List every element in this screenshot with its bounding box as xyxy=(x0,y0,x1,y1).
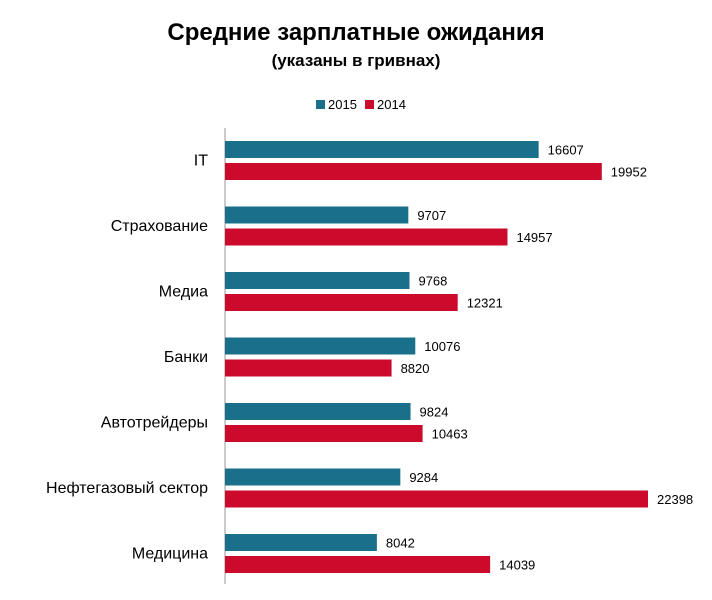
legend-label-2014: 2014 xyxy=(377,97,406,112)
bar-2015 xyxy=(225,403,411,420)
bar-2015 xyxy=(225,141,539,158)
bar-2014 xyxy=(225,359,392,377)
data-label: 22398 xyxy=(657,492,693,507)
category-label: Медиа xyxy=(159,284,208,301)
bar-2014 xyxy=(225,228,508,246)
category-label: Банки xyxy=(164,349,208,366)
bar-2014 xyxy=(225,425,423,442)
data-label: 8820 xyxy=(401,361,430,376)
data-label: 9707 xyxy=(417,208,446,223)
bar-2015 xyxy=(225,206,409,224)
data-label: 14957 xyxy=(516,230,552,245)
bar-2014 xyxy=(225,556,491,573)
chart-title: Средние зарплатные ожидания xyxy=(167,19,544,46)
legend: 2015 2014 xyxy=(316,97,406,112)
data-label: 19952 xyxy=(611,165,647,180)
plot-area: IT 16607 19952 Страхование 9707 14957 Медиа 976… xyxy=(46,141,693,573)
bar-2014 xyxy=(225,294,458,311)
chart-subtitle: (указаны в гривнах) xyxy=(272,51,441,70)
data-label: 8042 xyxy=(386,536,415,551)
data-label: 16607 xyxy=(548,143,584,158)
category-label: Страхование xyxy=(111,218,208,235)
bar-2015 xyxy=(225,468,401,486)
data-label: 14039 xyxy=(499,558,535,573)
category-label: Автотрейдеры xyxy=(101,415,208,432)
data-label: 10463 xyxy=(432,427,468,442)
bar-2015 xyxy=(225,272,410,289)
category-label: Медицина xyxy=(132,546,208,563)
bar-2015 xyxy=(225,337,416,355)
data-label: 9284 xyxy=(409,470,438,485)
data-label: 9824 xyxy=(420,405,449,420)
legend-swatch-2014 xyxy=(365,100,374,109)
bar-2014 xyxy=(225,490,648,508)
bar-2014 xyxy=(225,163,602,180)
category-label: Нефтегазовый сектор xyxy=(46,480,208,497)
bar-2015 xyxy=(225,534,377,551)
legend-swatch-2015 xyxy=(316,100,325,109)
data-label: 10076 xyxy=(424,339,460,354)
category-label: IT xyxy=(194,153,208,170)
legend-label-2015: 2015 xyxy=(328,97,357,112)
data-label: 9768 xyxy=(418,274,447,289)
data-label: 12321 xyxy=(467,296,503,311)
